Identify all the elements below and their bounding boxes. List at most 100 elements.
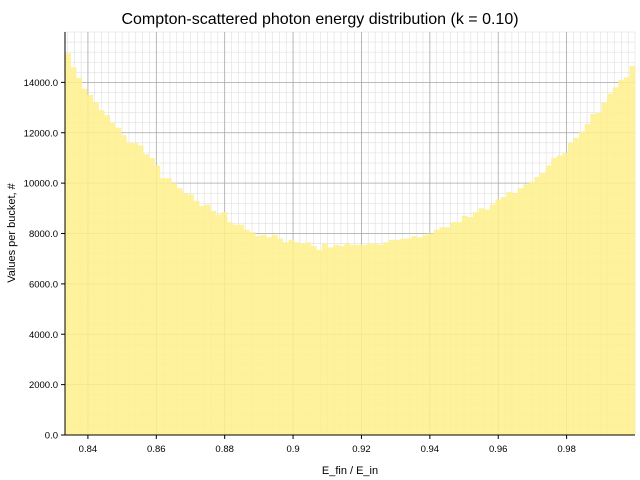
histogram-bar — [528, 181, 535, 435]
histogram-bar — [187, 194, 194, 435]
histogram-bar — [143, 154, 150, 436]
histogram-bar — [271, 234, 278, 435]
histogram-bar — [595, 112, 602, 435]
chart-title: Compton-scattered photon energy distribu… — [121, 11, 518, 28]
histogram-bar — [126, 142, 133, 435]
histogram-bar — [506, 191, 513, 435]
histogram-bar — [545, 165, 552, 435]
histogram-bar — [450, 222, 457, 435]
y-tick-label: 4000.0 — [29, 330, 58, 341]
histogram-bar — [579, 131, 586, 435]
histogram-bar — [612, 87, 619, 435]
histogram-bar — [472, 212, 479, 435]
histogram-bar — [87, 94, 94, 435]
histogram-bar — [322, 243, 328, 435]
histogram-bar — [562, 152, 569, 435]
x-tick-label: 0.98 — [557, 444, 576, 455]
y-tick-label: 14000.0 — [24, 78, 58, 89]
histogram-bar — [411, 236, 418, 435]
histogram-bar — [154, 165, 161, 435]
histogram-bar — [355, 244, 362, 435]
histogram-bar — [394, 239, 401, 435]
histogram-bar — [372, 243, 379, 435]
histogram-bar — [260, 234, 267, 435]
histogram-bar — [238, 224, 245, 435]
histogram-bar — [249, 232, 256, 435]
histogram-bar — [210, 210, 217, 435]
histogram-bar — [439, 227, 446, 435]
y-axis-label: Values per bucket, # — [6, 182, 18, 282]
x-tick-label: 0.92 — [352, 444, 371, 455]
histogram-bar — [400, 238, 407, 435]
histogram-bar — [232, 224, 239, 435]
axes — [61, 32, 635, 439]
histogram-bar — [277, 238, 284, 435]
histogram-bar — [607, 93, 613, 435]
x-axis-label: E_fin / E_in — [322, 465, 378, 477]
histogram-bar — [310, 246, 317, 435]
histogram-bar — [584, 123, 591, 435]
histogram-bar — [316, 249, 323, 435]
histogram-bar — [405, 238, 412, 435]
y-tick-label: 12000.0 — [24, 128, 58, 139]
histogram-bar — [243, 229, 250, 435]
histogram-bar — [81, 88, 88, 435]
histogram-bar — [227, 222, 233, 435]
histogram-bar — [109, 122, 116, 436]
histogram-bar — [484, 209, 491, 435]
x-tick-label: 0.84 — [79, 444, 98, 455]
histogram-bar — [333, 244, 340, 435]
histogram-bar — [327, 247, 334, 435]
histogram-bar — [294, 242, 301, 435]
histogram-bar — [221, 212, 228, 435]
histogram-bar — [573, 137, 580, 435]
histogram-bar — [417, 237, 423, 435]
histogram-bar — [523, 184, 530, 435]
histogram-bar — [160, 178, 166, 435]
histogram-bar — [590, 113, 597, 435]
histogram-bar — [104, 115, 111, 436]
histogram-bar — [199, 205, 206, 435]
histogram-bar — [456, 222, 463, 435]
y-tick-label: 8000.0 — [29, 229, 58, 240]
y-tick-label: 2000.0 — [29, 380, 58, 391]
x-tick-label: 0.9 — [286, 444, 299, 455]
histogram-bar — [132, 142, 138, 435]
histogram-bar — [338, 246, 345, 435]
tick-labels: 0.84 0.86 0.88 0.9 0.92 0.94 0.96 0.98 0.0 2000.0… — [24, 78, 576, 455]
histogram-bar — [215, 214, 222, 435]
histogram-bar — [193, 200, 200, 435]
histogram-bar — [500, 196, 507, 435]
histogram-bar — [288, 239, 295, 435]
histogram-bar — [623, 77, 630, 436]
histogram-bar — [282, 242, 289, 435]
histogram-bar — [115, 127, 122, 436]
y-tick-label: 10000.0 — [24, 179, 58, 190]
histogram-bar — [377, 244, 384, 435]
histogram-bar — [540, 173, 546, 436]
histogram-bar — [120, 135, 127, 436]
histogram-bar — [165, 178, 172, 435]
histogram-bar — [299, 243, 306, 435]
histogram-bar — [601, 102, 608, 436]
histogram-bar — [182, 193, 189, 435]
histogram-bar — [445, 227, 451, 435]
histogram-bar — [489, 204, 496, 435]
histogram-bar — [98, 110, 105, 436]
histogram-bar — [495, 199, 502, 435]
histogram-bar — [551, 157, 558, 435]
histogram-bar — [366, 243, 373, 435]
histogram-bar — [556, 155, 563, 435]
y-tick-label: 6000.0 — [29, 279, 58, 290]
histogram-bar — [204, 204, 211, 435]
histogram-bar — [255, 236, 261, 435]
histogram-bar — [76, 77, 83, 435]
histogram-bar — [350, 244, 356, 435]
histogram-bar — [433, 229, 440, 435]
histogram-bar — [618, 79, 625, 435]
histogram-bar — [389, 239, 396, 435]
histogram-bar — [171, 183, 178, 435]
histogram-bar — [422, 234, 429, 435]
histogram-bar — [361, 244, 368, 435]
x-tick-label: 0.96 — [489, 444, 508, 455]
